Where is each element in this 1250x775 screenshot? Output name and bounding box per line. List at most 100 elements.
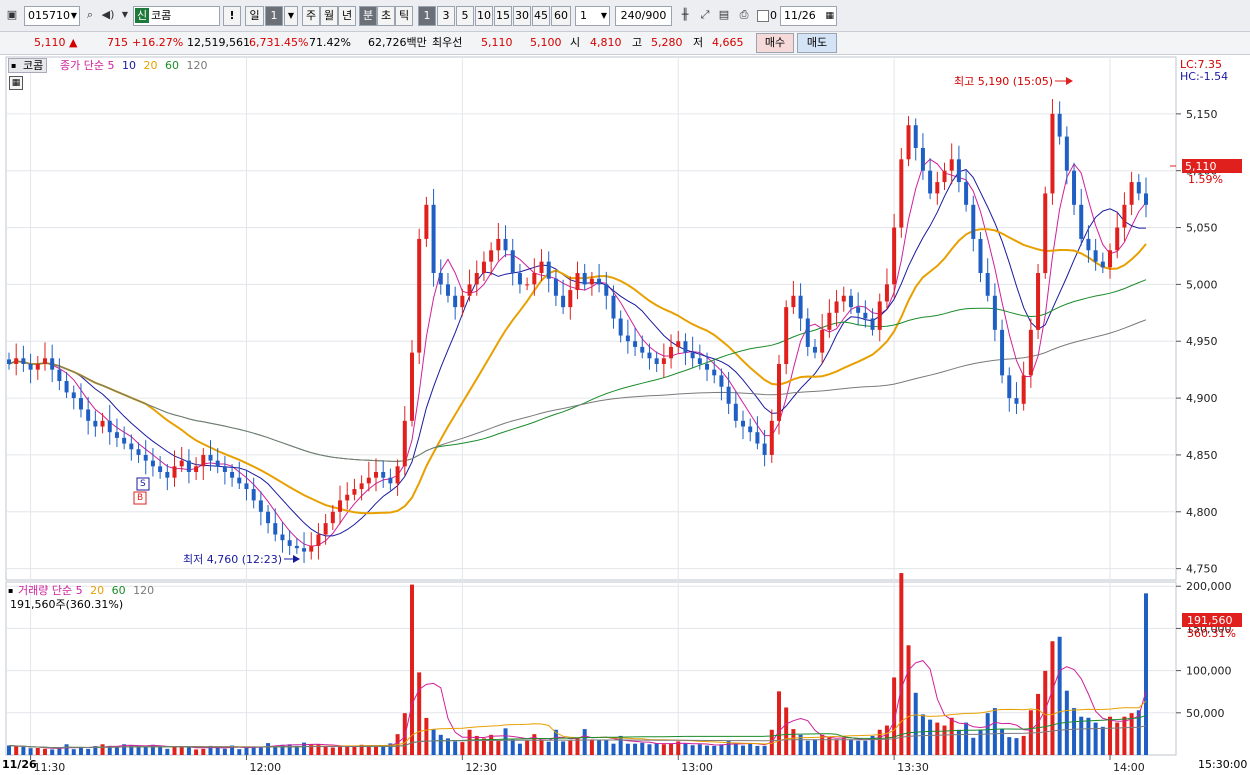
period-tick-button[interactable]: 틱	[395, 6, 413, 26]
volume-bar	[539, 739, 544, 755]
volume-bar	[14, 746, 19, 755]
save-icon[interactable]: ▤	[718, 8, 730, 21]
volume-bar	[1086, 717, 1091, 755]
candle-body	[42, 358, 47, 364]
period-second-button[interactable]: 초	[377, 6, 395, 26]
volume-bar	[949, 717, 954, 755]
volume-bar	[525, 740, 530, 755]
volume-bar	[1007, 737, 1012, 755]
low-label: 저	[693, 36, 704, 49]
hc-value: HC:-1.54	[1180, 70, 1229, 83]
volume-bar	[1000, 729, 1005, 755]
volume-tick-label: 200,000	[1186, 580, 1232, 593]
chevron-down-icon[interactable]: ▼	[600, 11, 607, 20]
interval-5-button[interactable]: 5	[456, 6, 474, 26]
price-tick-label: 5,000	[1186, 278, 1218, 291]
speaker-menu-icon[interactable]: ▼	[121, 10, 129, 19]
sell-button[interactable]: 매도	[797, 33, 837, 53]
crosshair-icon[interactable]: ⤢	[700, 8, 710, 21]
stock-code-input[interactable]: 015710 ▼	[24, 6, 80, 26]
volume-bar	[208, 745, 213, 755]
checkbox[interactable]	[757, 10, 769, 22]
chart-area[interactable]: 4,7504,8004,8504,9004,9505,0005,0505,100…	[0, 55, 1250, 775]
volume-bar	[129, 745, 134, 755]
interval-30-button[interactable]: 30	[513, 6, 531, 26]
date-input[interactable]: 11/26 ▦	[780, 6, 837, 26]
volume-bar	[86, 748, 91, 755]
period-dropdown-icon[interactable]: ▼	[284, 6, 298, 26]
volume-bar	[1129, 713, 1134, 755]
data-count-field[interactable]: 240/900	[615, 6, 672, 26]
speaker-icon[interactable]: ◀)	[101, 8, 115, 21]
volume-bar	[345, 745, 350, 755]
new-listing-badge: 신	[135, 8, 149, 23]
candle-body	[877, 301, 882, 330]
candle-body	[676, 341, 681, 347]
sell-signal-marker[interactable]	[136, 477, 150, 491]
buy-signal-label: B	[137, 493, 144, 503]
candle-body	[978, 238, 983, 274]
print-icon[interactable]: ⎙	[739, 8, 749, 21]
candle-body	[1064, 136, 1069, 171]
candle-body	[222, 466, 227, 472]
candle-body	[812, 346, 817, 353]
candle-body	[841, 295, 846, 302]
candle-body	[525, 284, 530, 286]
interval-3-button[interactable]: 3	[437, 6, 455, 26]
volume-bar	[669, 743, 674, 755]
ma-legend[interactable]: 종가 단순 5 10 20 60 120	[60, 59, 207, 72]
buy-signal-marker[interactable]	[133, 491, 147, 505]
chevron-down-icon[interactable]: ▼	[70, 11, 77, 20]
minus-icon[interactable]: ▪	[11, 61, 17, 70]
candle-body	[568, 290, 573, 308]
candle-body	[784, 307, 789, 364]
candle-body	[57, 369, 62, 382]
interval-15-button[interactable]: 15	[494, 6, 512, 26]
volume-legend[interactable]: 거래량 단순 5 20 60 120	[18, 584, 154, 597]
candle-body	[1115, 227, 1120, 251]
window-icon[interactable]: ▣	[6, 8, 18, 21]
interval-45-button[interactable]: 45	[532, 6, 550, 26]
candle-body	[374, 471, 379, 478]
candle-body	[705, 363, 710, 370]
period-number[interactable]: 1	[265, 6, 283, 26]
buy-button[interactable]: 매수	[756, 33, 794, 53]
alert-icon[interactable]: !	[223, 6, 241, 26]
candle-body	[741, 420, 746, 427]
interval-10-button[interactable]: 10	[475, 6, 493, 26]
volume-minus-icon[interactable]: ▪	[8, 586, 14, 595]
period-month-button[interactable]: 월	[320, 6, 338, 26]
candlestick-chart[interactable]: 4,7504,8004,8504,9004,9505,0005,0505,100…	[0, 55, 1250, 775]
interval-input[interactable]: 1 ▼	[575, 6, 610, 26]
candle-body	[733, 403, 738, 421]
stock-name-field[interactable]: 신 코콤	[133, 6, 220, 26]
calendar-icon[interactable]: ▦	[825, 11, 834, 21]
low-annotation: 최저 4,760 (12:23)	[183, 553, 283, 566]
volume-bar	[172, 746, 177, 755]
stock-tag[interactable]: 코콤	[8, 58, 48, 73]
period-minute-button[interactable]: 분	[359, 6, 377, 26]
volume-bar	[431, 729, 436, 755]
interval-60-button[interactable]: 60	[551, 6, 571, 26]
volume-bar	[445, 738, 450, 755]
table-icon[interactable]: ▦	[9, 76, 23, 90]
candle-body	[338, 500, 343, 512]
interval-1-button[interactable]: 1	[418, 6, 436, 26]
period-week-button[interactable]: 주	[302, 6, 320, 26]
x-axis-date: 11/26	[2, 758, 37, 771]
candle-body	[949, 159, 954, 171]
candle-body	[64, 381, 69, 393]
period-day-button[interactable]: 일	[245, 6, 264, 26]
candle-icon[interactable]: ╫	[681, 8, 689, 21]
volume-bar	[266, 743, 271, 755]
volume-bar	[323, 746, 328, 755]
candle-body	[417, 238, 422, 353]
candle-body	[345, 494, 350, 501]
candle-body	[532, 273, 537, 285]
candle-body	[366, 477, 371, 484]
volume-bar	[107, 745, 112, 755]
period-year-button[interactable]: 년	[338, 6, 356, 26]
volume-bar	[1057, 636, 1062, 755]
search-icon[interactable]: ⌕	[86, 8, 94, 21]
candle-body	[553, 278, 558, 296]
